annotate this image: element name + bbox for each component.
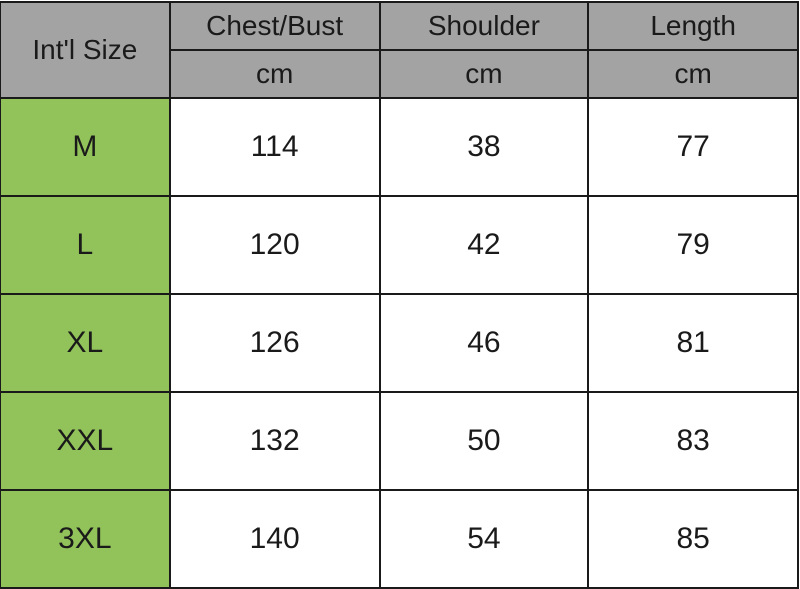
size-header: Int'l Size — [0, 1, 171, 99]
shoulder-cell: 54 — [378, 489, 590, 589]
table-row: L 120 42 79 — [0, 195, 799, 295]
column-header-length: Length — [587, 1, 799, 51]
shoulder-cell: 50 — [378, 391, 590, 491]
chest-cell: 120 — [168, 195, 381, 295]
column-header-chest: Chest/Bust — [168, 1, 381, 51]
chest-cell: 140 — [168, 489, 381, 589]
shoulder-cell: 46 — [378, 293, 590, 393]
size-cell: XL — [0, 293, 171, 393]
unit-shoulder: cm — [378, 49, 590, 99]
column-header-shoulder: Shoulder — [378, 1, 590, 51]
table-row: XL 126 46 81 — [0, 293, 799, 393]
size-cell: XXL — [0, 391, 171, 491]
length-cell: 79 — [587, 195, 799, 295]
table-row: XXL 132 50 83 — [0, 391, 799, 491]
shoulder-cell: 38 — [378, 97, 590, 197]
size-cell: 3XL — [0, 489, 171, 589]
size-cell: L — [0, 195, 171, 295]
table-row: M 114 38 77 — [0, 97, 799, 197]
length-cell: 81 — [587, 293, 799, 393]
size-cell: M — [0, 97, 171, 197]
shoulder-cell: 42 — [378, 195, 590, 295]
chest-cell: 114 — [168, 97, 381, 197]
length-cell: 85 — [587, 489, 799, 589]
length-cell: 77 — [587, 97, 799, 197]
chest-cell: 126 — [168, 293, 381, 393]
unit-length: cm — [587, 49, 799, 99]
chest-cell: 132 — [168, 391, 381, 491]
unit-chest: cm — [168, 49, 381, 99]
length-cell: 83 — [587, 391, 799, 491]
table-row: 3XL 140 54 85 — [0, 489, 799, 589]
